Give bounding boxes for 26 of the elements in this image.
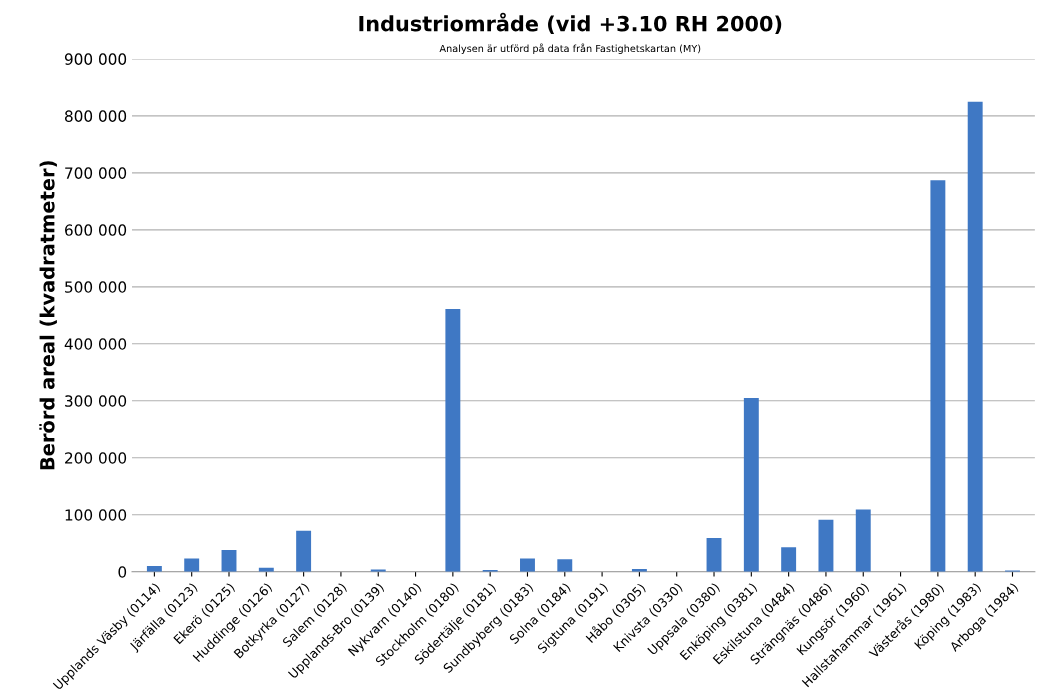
y-tick-label: 500 000 — [65, 281, 127, 293]
y-tick-label: 600 000 — [65, 224, 127, 236]
bar — [296, 530, 312, 572]
y-tick-label: 0 — [118, 566, 127, 578]
bar — [706, 538, 722, 572]
bar — [818, 519, 834, 572]
y-axis-title: Berörd areal (kvadratmeter) — [39, 161, 57, 470]
chart-subtitle: Analysen är utförd på data från Fastighetskartan (MY) — [439, 43, 701, 54]
y-tick-label: 700 000 — [65, 167, 127, 179]
y-tick-label: 200 000 — [65, 452, 127, 464]
chart-title: Industriområde (vid +3.10 RH 2000) — [359, 12, 782, 34]
bar — [930, 180, 946, 572]
bar — [520, 558, 535, 572]
bar — [967, 101, 983, 572]
y-tick-label: 400 000 — [64, 338, 127, 350]
y-tick-label: 300 000 — [65, 395, 127, 407]
bar — [743, 397, 759, 572]
bar — [445, 309, 461, 572]
y-tick-label: 800 000 — [65, 110, 127, 122]
y-tick-label: 100 000 — [65, 509, 127, 521]
bar — [855, 509, 871, 572]
bar — [184, 558, 200, 572]
bar — [557, 559, 573, 572]
bar — [221, 550, 237, 572]
bar — [781, 547, 797, 572]
y-tick-label: 900 000 — [64, 53, 127, 65]
